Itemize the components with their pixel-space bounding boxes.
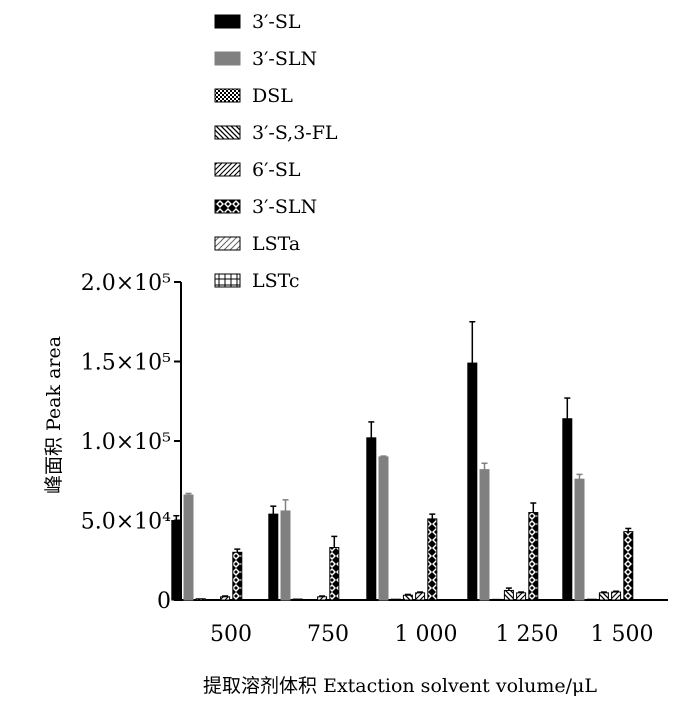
bar bbox=[427, 518, 438, 601]
legend-swatch bbox=[214, 51, 241, 66]
legend-label: 3′-SL bbox=[252, 11, 301, 33]
bar bbox=[195, 598, 206, 601]
bar bbox=[402, 594, 413, 601]
legend-swatch bbox=[214, 125, 241, 140]
x-tick-label: 500 bbox=[210, 622, 252, 647]
legend-label: 3′-SLN bbox=[252, 48, 317, 70]
bar bbox=[503, 589, 514, 601]
y-tick-label: 5.0×10⁴ bbox=[81, 510, 171, 535]
bar bbox=[415, 592, 426, 601]
bar bbox=[329, 547, 340, 601]
bar bbox=[317, 596, 328, 601]
bars bbox=[171, 321, 634, 601]
bar bbox=[491, 598, 502, 601]
bar bbox=[390, 598, 401, 601]
y-tick-label: 2.0×10⁵ bbox=[81, 271, 171, 296]
bar bbox=[611, 591, 622, 601]
bar bbox=[378, 456, 389, 601]
legend: 3′-SL 3′-SLN DSL 3′-S,3-FL 6′-SL 3′-SLN LSTa LS… bbox=[214, 11, 338, 292]
bar bbox=[562, 418, 573, 601]
bar bbox=[183, 494, 194, 601]
legend-swatch bbox=[214, 273, 241, 288]
tick-labels: 0 5.0×10⁴ 1.0×10⁵ 1.5×10⁵ 2.0×10⁵ 500 750 1 000… bbox=[81, 271, 654, 647]
bar bbox=[220, 596, 231, 601]
legend-swatch bbox=[214, 162, 241, 177]
legend-swatch bbox=[214, 88, 241, 103]
bar bbox=[366, 437, 377, 601]
y-tick-label: 1.5×10⁵ bbox=[81, 351, 171, 376]
y-tick-label: 1.0×10⁵ bbox=[81, 430, 171, 455]
legend-label: LSTc bbox=[252, 270, 299, 292]
bar bbox=[467, 362, 478, 601]
bar bbox=[171, 520, 182, 601]
legend-swatch bbox=[214, 14, 241, 29]
legend-label: 6′-SL bbox=[252, 159, 301, 181]
y-axis-title: 峰面积 Peak area bbox=[43, 336, 65, 494]
bar bbox=[280, 510, 291, 601]
x-axis-title: 提取溶剂体积 Extaction solvent volume/μL bbox=[203, 675, 597, 697]
legend-label: 3′-S,3-FL bbox=[252, 122, 338, 144]
x-tick-label: 750 bbox=[307, 622, 349, 647]
x-tick-label: 1 250 bbox=[496, 622, 559, 647]
y-tick-label: 0 bbox=[157, 589, 171, 614]
bar bbox=[574, 478, 585, 601]
legend-label: LSTa bbox=[252, 233, 300, 255]
bar bbox=[516, 592, 527, 601]
axes bbox=[174, 281, 668, 601]
bar bbox=[623, 531, 634, 601]
bar bbox=[586, 598, 597, 601]
bar bbox=[292, 598, 303, 601]
bar bbox=[528, 512, 539, 601]
legend-label: 3′-SLN bbox=[252, 196, 317, 218]
legend-swatch bbox=[214, 199, 241, 214]
bar bbox=[232, 551, 243, 601]
legend-swatch bbox=[214, 236, 241, 251]
bar bbox=[598, 592, 609, 601]
bar bbox=[479, 469, 490, 601]
x-tick-label: 1 500 bbox=[591, 622, 654, 647]
x-tick-label: 1 000 bbox=[395, 622, 458, 647]
legend-label: DSL bbox=[252, 85, 293, 107]
bar bbox=[268, 513, 279, 601]
